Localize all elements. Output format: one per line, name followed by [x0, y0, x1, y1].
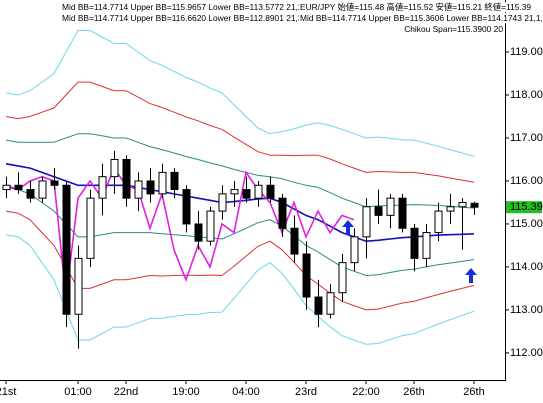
candle-body: [38, 180, 47, 199]
candle-body: [278, 197, 287, 229]
annotation: Mid BB=114.7714 Upper BB=116.6620 Lower …: [62, 13, 310, 23]
candle-body: [2, 184, 11, 191]
candle-body: [470, 202, 479, 208]
candle-body: [302, 253, 311, 298]
annotation: EUR/JPY 始値=115.48 高値=115.52 安値=115.21 終値…: [300, 2, 531, 12]
indicator-line: [5, 81, 475, 183]
indicator-line: [5, 186, 475, 277]
x-tick-label: 22:00: [352, 386, 380, 398]
candle-body: [98, 176, 107, 199]
candle-body: [218, 193, 227, 212]
y-tick-label: 115.00: [510, 218, 543, 230]
last-price-label: 115.39: [510, 201, 543, 213]
last-price-box: [506, 201, 542, 214]
candle-body: [266, 184, 275, 199]
y-tick-label: 119.00: [510, 46, 543, 58]
annotation: Mid BB=114.7714 Upper BB=115.9657 Lower …: [62, 2, 310, 12]
candle-body: [458, 201, 467, 208]
candle-body: [374, 206, 383, 216]
candle-body: [26, 189, 35, 199]
candle-body: [230, 189, 239, 195]
x-tick-label: 21st: [0, 386, 16, 398]
candle-body: [242, 189, 251, 199]
x-tick-label: 19:00: [172, 386, 200, 398]
indicator-line: [5, 234, 475, 345]
signal-arrow: [342, 220, 354, 235]
y-tick-label: 117.00: [510, 132, 543, 144]
y-tick-label: 113.00: [510, 304, 543, 316]
x-tick-label: 26th: [463, 386, 484, 398]
signal-arrow: [465, 268, 477, 283]
candle-body: [110, 158, 119, 178]
candle-body: [134, 180, 143, 199]
candle-body: [338, 262, 347, 294]
candle-body: [398, 197, 407, 229]
candle-body: [182, 189, 191, 225]
candle-body: [422, 232, 431, 259]
annotation-bg: [61, 13, 311, 24]
candle-body: [314, 296, 323, 315]
candle-body: [410, 227, 419, 259]
candle-body: [122, 158, 131, 199]
annotation: Chikou Span=115.3900 20: [404, 24, 503, 34]
y-tick-label: 114.00: [510, 261, 543, 273]
candle-body: [158, 171, 167, 195]
x-tick-label: 22nd: [114, 386, 138, 398]
candle-body: [14, 184, 23, 191]
candle-body: [86, 197, 95, 259]
annotation-bg: [61, 2, 311, 13]
candle-body: [146, 180, 155, 195]
annotation-bg: [299, 2, 533, 13]
candle-body: [290, 227, 299, 255]
y-tick-label: 112.00: [510, 347, 543, 359]
x-tick-label: 01:00: [64, 386, 92, 398]
annotation-bg: [403, 24, 505, 35]
indicator-line: [5, 30, 475, 157]
x-tick-label: 23rd: [295, 386, 317, 398]
plot-area: [2, 30, 479, 349]
candle-body: [386, 197, 395, 216]
candle-body: [170, 171, 179, 191]
candle-body: [62, 184, 71, 315]
candle-body: [254, 184, 263, 199]
y-tick-label: 118.00: [510, 89, 543, 101]
x-tick-label: 04:00: [232, 386, 260, 398]
annotation: Mid BB=114.7714 Upper BB=115.3606 Lower …: [300, 13, 543, 23]
candle-body: [446, 206, 455, 212]
indicator-line: [5, 133, 475, 209]
x-tick-label: 26th: [403, 386, 424, 398]
annotation-bg: [299, 13, 543, 24]
indicator-line: [5, 210, 475, 311]
candle-body: [362, 206, 371, 238]
y-tick-label: 116.00: [510, 175, 543, 187]
candle-body: [74, 257, 83, 315]
candle-body: [50, 180, 59, 186]
candle-body: [434, 210, 443, 234]
candle-body: [350, 236, 359, 264]
candle-body: [206, 210, 215, 242]
candle-body: [326, 292, 335, 315]
candle-body: [194, 223, 203, 242]
